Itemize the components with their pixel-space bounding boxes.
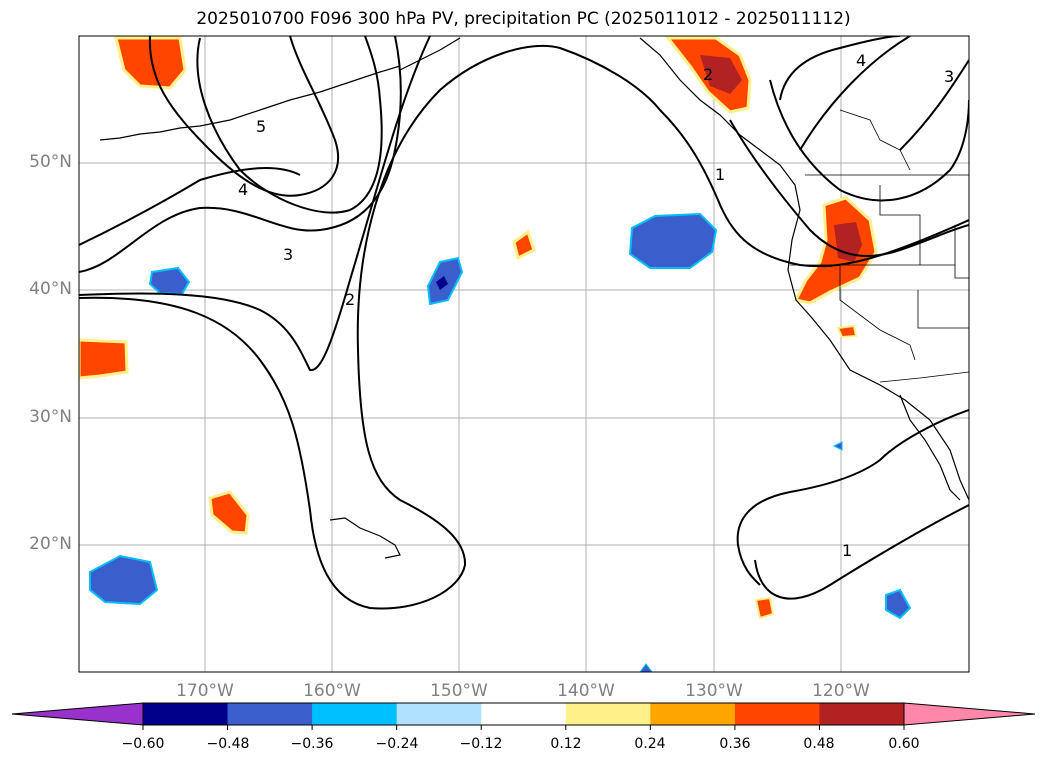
colorbar-segment <box>650 703 736 725</box>
colorbar-segment <box>819 703 905 725</box>
precip-negative <box>89 212 912 672</box>
precip-blob-positive <box>114 36 187 90</box>
precip-blob-negative <box>89 554 159 606</box>
lon-label-140w: 140°W <box>557 681 615 701</box>
colorbar-tick-label: 0.48 <box>803 736 835 752</box>
precip-blob-positive <box>79 338 129 380</box>
colorbar-segment <box>396 703 482 725</box>
colorbar-tick-label: −0.60 <box>121 736 165 752</box>
colorbar-segment <box>312 703 398 725</box>
border-us-mexico <box>879 371 969 383</box>
border-state-line <box>954 225 969 279</box>
coastline-hawaii <box>329 517 401 559</box>
lon-label-150w: 150°W <box>430 681 488 701</box>
colorbar-tick-label: 0.24 <box>634 736 666 752</box>
lat-label-20n: 20°N <box>29 534 72 554</box>
pv-contour-labels: 5 4 3 2 1 1 2 3 4 <box>238 51 954 560</box>
border-state-line <box>917 290 969 329</box>
precip-blob-positive <box>512 229 536 261</box>
precip-blob-negative <box>639 663 653 672</box>
contour-label: 5 <box>256 117 266 136</box>
border-province <box>839 109 911 171</box>
colorbar-tick-label: −0.48 <box>206 736 250 752</box>
coastline-north-america <box>639 37 969 501</box>
contour-label: 3 <box>944 67 954 86</box>
contour-label: 2 <box>345 290 355 309</box>
colorbar-extend-high <box>903 702 1036 726</box>
colorbar-tick-label: 0.12 <box>550 736 582 752</box>
pv-contour-east-edge <box>899 59 969 151</box>
contour-label: 3 <box>283 245 293 264</box>
precip-blob-positive <box>836 324 858 339</box>
coastline-baja <box>899 394 961 501</box>
pv-contour-4 <box>79 36 383 246</box>
map-background <box>79 36 969 672</box>
lon-label-120w: 120°W <box>812 681 870 701</box>
pv-contour-4-east <box>779 36 911 151</box>
lon-label-160w: 160°W <box>303 681 361 701</box>
coastline-alaska-peninsula <box>399 37 461 71</box>
coastlines <box>99 37 969 559</box>
page-title: 2025010700 F096 300 hPa PV, precipitatio… <box>196 9 851 29</box>
colorbar <box>11 702 1036 730</box>
pv-contour-1-east <box>736 409 969 600</box>
contour-label: 1 <box>715 165 725 184</box>
lon-label-130w: 130°W <box>685 681 743 701</box>
pv-contour-1 <box>79 44 969 610</box>
precip-blob-negative <box>885 588 912 620</box>
lon-label-170w: 170°W <box>176 681 234 701</box>
colorbar-segment <box>143 703 229 725</box>
colorbar-extend-low <box>11 702 144 726</box>
lat-label-40n: 40°N <box>29 279 72 299</box>
colorbar-segment <box>565 703 651 725</box>
colorbar-tick-label: −0.12 <box>459 736 503 752</box>
colorbar-segment <box>227 703 313 725</box>
lat-label-50n: 50°N <box>29 152 72 172</box>
colorbar-segment <box>734 703 820 725</box>
precip-blob-positive <box>754 596 775 620</box>
contour-label: 4 <box>238 180 248 199</box>
contour-label: 4 <box>856 51 866 70</box>
colorbar-tick-label: −0.36 <box>290 736 334 752</box>
precip-blob-negative <box>628 212 718 269</box>
precip-core-negative <box>436 276 448 290</box>
pv-contours <box>79 36 969 610</box>
pv-contour-2-left <box>79 36 431 372</box>
colorbar-tick-label: 0.60 <box>888 736 920 752</box>
contour-label: 2 <box>703 65 713 84</box>
colorbar-tick-label: 0.36 <box>719 736 751 752</box>
pv-contour-2-east <box>729 119 969 257</box>
precip-positive <box>79 36 878 620</box>
pv-contour-5 <box>148 36 340 197</box>
border-california-nevada <box>839 265 916 361</box>
pv-contour-3-east <box>769 79 969 202</box>
contour-label: 1 <box>842 541 852 560</box>
map-frame <box>78 35 970 673</box>
colorbar-segment <box>481 703 567 725</box>
graticule <box>79 36 969 672</box>
colorbar-tick-label: −0.24 <box>375 736 419 752</box>
lat-label-30n: 30°N <box>29 407 72 427</box>
coastline-aleutians <box>99 65 401 141</box>
map-content: 5 4 3 2 1 1 2 3 4 <box>79 36 969 672</box>
precip-blob-positive <box>208 490 250 535</box>
precip-core-positive <box>700 55 742 94</box>
precip-blob-negative <box>832 441 843 451</box>
